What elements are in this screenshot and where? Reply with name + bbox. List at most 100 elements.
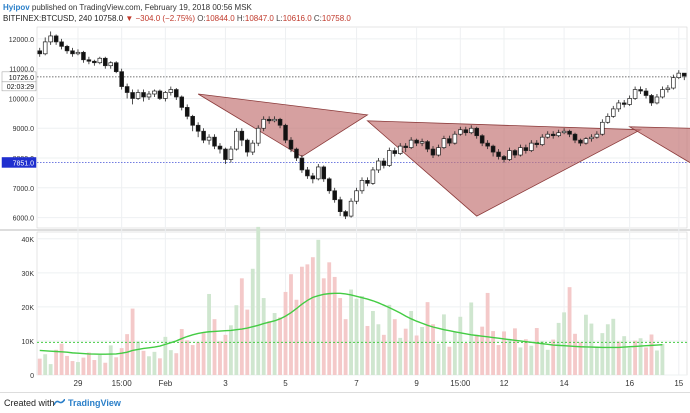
price-change: ▼ −304.0 (−2.75%) xyxy=(125,14,196,23)
candle-body xyxy=(539,136,545,145)
author-name[interactable]: Hyipov xyxy=(3,3,30,12)
candle-body xyxy=(146,93,152,98)
volume-bar xyxy=(485,292,490,375)
triangle-mark xyxy=(366,120,643,217)
candle-body xyxy=(649,95,654,104)
price-tick-label: 10000.0 xyxy=(9,96,34,103)
volume-bar xyxy=(633,340,638,375)
price-tick-label: 12000.0 xyxy=(9,37,34,44)
volume-bar xyxy=(513,328,517,375)
volume-bar xyxy=(207,293,211,375)
volume-tick-label: 20K xyxy=(22,305,35,312)
candle-body xyxy=(174,89,179,98)
candle-body xyxy=(654,96,660,104)
volume-bar xyxy=(92,360,97,375)
volume-bar xyxy=(474,334,479,375)
volume-bar xyxy=(605,324,610,375)
low-value: 10616.0 xyxy=(282,14,312,23)
candle-body xyxy=(529,142,534,151)
x-tick-label: 15:00 xyxy=(112,379,133,388)
volume-bar xyxy=(627,348,632,375)
volume-bar xyxy=(540,341,545,375)
candle-body xyxy=(272,118,277,122)
candle-body xyxy=(430,148,436,156)
volume-bar xyxy=(638,338,643,375)
volume-bar xyxy=(245,309,250,375)
volume-bar xyxy=(573,333,577,375)
tradingview-brand-link[interactable]: TradingView xyxy=(68,398,121,408)
x-tick-label: 15:00 xyxy=(450,379,471,388)
candle-body xyxy=(81,51,86,61)
candle-body xyxy=(157,90,163,99)
price-tick-label: 11000.0 xyxy=(9,67,34,74)
x-tick-label: 14 xyxy=(560,379,569,388)
candle-body xyxy=(583,138,589,144)
candle-body xyxy=(501,156,507,160)
volume-bar xyxy=(234,305,239,375)
candle-body xyxy=(108,62,114,67)
candle-body xyxy=(468,127,474,134)
candle-body xyxy=(545,133,550,138)
candle-body xyxy=(124,86,130,93)
x-tick-label: 5 xyxy=(283,379,288,388)
volume-bar xyxy=(644,347,648,375)
candle-body xyxy=(130,92,135,99)
candle-body xyxy=(119,71,124,87)
candle-body xyxy=(277,118,283,126)
volume-bar xyxy=(119,348,124,375)
volume-tick-label: 10K xyxy=(22,339,35,346)
candle-body xyxy=(594,133,600,138)
candle-body xyxy=(184,107,190,117)
volume-bar xyxy=(305,264,310,375)
symbol-line: BITFINEX:BTCUSD, 240 10758.0 ▼ −304.0 (−… xyxy=(3,13,351,24)
x-tick-label: Feb xyxy=(158,379,172,388)
volume-bar xyxy=(141,350,146,375)
volume-bar xyxy=(562,312,567,375)
pattern-triangles xyxy=(197,93,690,217)
volume-bar xyxy=(436,343,441,375)
volume-bar xyxy=(589,323,594,375)
candle-body xyxy=(643,90,649,96)
created-with-text: Created with xyxy=(4,398,55,408)
publish-text: published on TradingView.com, February 1… xyxy=(31,3,252,12)
x-tick-label: 3 xyxy=(223,379,228,388)
price-tick-label: 7000.0 xyxy=(13,186,35,193)
tradingview-logo-icon xyxy=(54,399,65,406)
candle-body xyxy=(365,180,370,184)
candle-body xyxy=(348,200,354,217)
volume-bar xyxy=(294,299,299,375)
volume-bar xyxy=(507,338,512,375)
publish-info: Hyipov published on TradingView.com, Feb… xyxy=(3,2,252,13)
volume-bar xyxy=(201,332,206,375)
volume-tick-label: 40K xyxy=(22,237,35,244)
symbol: BITFINEX:BTCUSD, 240 xyxy=(3,14,92,23)
volume-bar xyxy=(551,339,556,375)
candle-body xyxy=(408,139,414,148)
candle-body xyxy=(103,57,108,67)
high-value: 10847.0 xyxy=(244,14,274,23)
volume-bar xyxy=(37,358,42,375)
volume-bar xyxy=(502,331,506,375)
volume-bar xyxy=(267,321,272,375)
price-volume-chart[interactable]: 2915:00Feb357915:00121416156000.07000.08… xyxy=(0,0,690,392)
candle-body xyxy=(479,135,485,144)
volume-bar xyxy=(239,278,244,375)
price-tag-value: 10726.0 xyxy=(9,75,34,82)
candle-body xyxy=(245,139,250,153)
candle-body xyxy=(523,147,529,151)
volume-bar xyxy=(529,345,534,375)
volume-bar xyxy=(125,334,130,375)
candle-body xyxy=(201,130,206,141)
candle-body xyxy=(518,147,523,156)
volume-bar xyxy=(81,357,86,375)
candle-body xyxy=(447,138,452,144)
volume-bar xyxy=(480,326,485,375)
candle-body xyxy=(217,145,223,150)
volume-bar xyxy=(622,336,627,375)
candle-body xyxy=(195,124,201,132)
volume-bar xyxy=(278,317,282,375)
volume-bar xyxy=(289,274,293,375)
candles xyxy=(37,31,687,220)
candle-body xyxy=(294,148,299,159)
volume-bar xyxy=(655,350,659,375)
